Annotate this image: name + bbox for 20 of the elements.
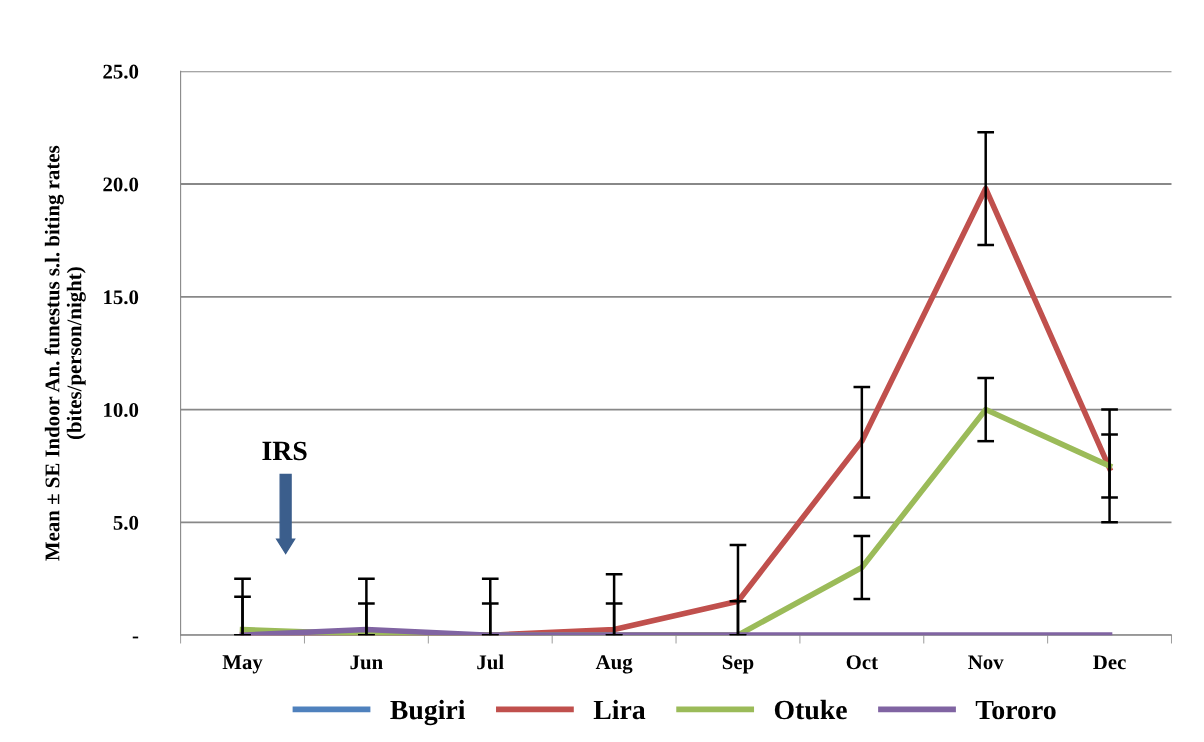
y-tick-label: 10.0 [104,402,139,418]
x-tick-label: Jul [477,654,504,670]
y-axis-title: Mean ± SE Indoor An. funestus s.l. biting rates (bites/person/night) [44,145,86,561]
legend-label: Bugiri [390,699,466,726]
annotation: IRS [262,441,307,461]
x-tick-label: Aug [595,655,633,674]
x-tick-label: May [222,655,263,674]
x-tick-label: Sep [722,655,754,674]
x-tick-label: Dec [1093,655,1126,670]
x-tick-label: Oct [846,655,878,670]
y-tick-label: 15.0 [104,290,139,305]
y-tick-label: 5.0 [113,515,139,530]
y-tick-label: 20.0 [103,177,139,192]
legend-label: Otuke [774,699,847,720]
legend-label: Lira [593,699,646,720]
x-tick-label: Jun [350,655,383,670]
y-tick-label: 25.0 [103,64,139,79]
x-tick-label: Nov [968,655,1004,670]
y-tick-label: - [132,636,139,639]
legend-label: Tororo [975,700,1056,720]
